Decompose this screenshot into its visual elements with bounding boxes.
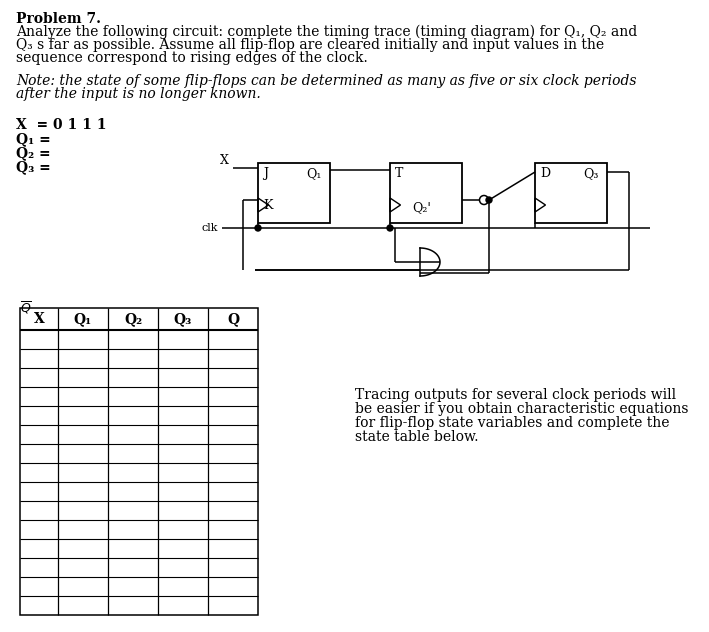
- Text: Problem 7.: Problem 7.: [16, 12, 101, 26]
- Text: clk: clk: [201, 223, 218, 233]
- Text: Q₂': Q₂': [412, 201, 431, 214]
- Text: Q₁: Q₁: [74, 312, 92, 326]
- Text: Note: the state of some flip-flops can be determined as many as five or six cloc: Note: the state of some flip-flops can b…: [16, 74, 637, 88]
- Text: Q₁: Q₁: [306, 167, 321, 180]
- Text: X: X: [220, 154, 229, 167]
- Bar: [258, 163, 330, 223]
- Text: D: D: [540, 167, 550, 180]
- Text: Q₂ =: Q₂ =: [16, 146, 50, 160]
- Bar: [535, 163, 607, 223]
- Text: J: J: [263, 167, 268, 180]
- Text: X  = 0 1 1 1: X = 0 1 1 1: [16, 118, 106, 132]
- Bar: [20, 308, 258, 615]
- Text: sequence correspond to rising edges of the clock.: sequence correspond to rising edges of t…: [16, 51, 368, 65]
- Text: Q₂: Q₂: [124, 312, 142, 326]
- Bar: [390, 163, 462, 223]
- Text: T: T: [395, 167, 403, 180]
- Text: Q₃: Q₃: [174, 312, 192, 326]
- Text: K: K: [263, 199, 272, 212]
- Text: Q₁ =: Q₁ =: [16, 132, 51, 146]
- Circle shape: [255, 225, 261, 231]
- Text: state table below.: state table below.: [355, 430, 479, 444]
- Text: Q₃ =: Q₃ =: [16, 160, 51, 174]
- Text: Analyze the following circuit: complete the timing trace (timing diagram) for Q₁: Analyze the following circuit: complete …: [16, 25, 637, 39]
- Text: after the input is no longer known.: after the input is no longer known.: [16, 87, 261, 101]
- Text: Q₃ s far as possible. Assume all flip-flop are cleared initially and input value: Q₃ s far as possible. Assume all flip-fl…: [16, 38, 604, 52]
- Circle shape: [479, 195, 489, 205]
- Text: be easier if you obtain characteristic equations: be easier if you obtain characteristic e…: [355, 402, 688, 416]
- Text: X: X: [33, 312, 45, 326]
- Text: Tracing outputs for several clock periods will: Tracing outputs for several clock period…: [355, 388, 676, 402]
- Text: Q₃: Q₃: [583, 167, 598, 180]
- Text: for flip-flop state variables and complete the: for flip-flop state variables and comple…: [355, 416, 669, 430]
- Circle shape: [387, 225, 393, 231]
- Text: $\overline{Q}$: $\overline{Q}$: [20, 300, 32, 317]
- Text: Q: Q: [227, 312, 239, 326]
- Circle shape: [486, 197, 492, 203]
